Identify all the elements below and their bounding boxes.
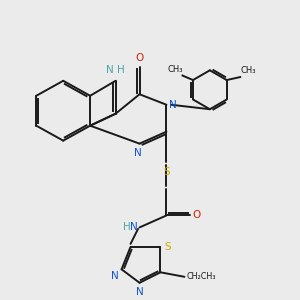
Text: S: S: [164, 242, 171, 252]
Text: N: N: [169, 100, 177, 110]
Text: N: N: [130, 222, 138, 233]
Text: CH₃: CH₃: [240, 66, 256, 75]
Text: N: N: [111, 271, 119, 281]
Text: H: H: [117, 65, 125, 75]
Text: N: N: [134, 148, 142, 158]
Text: S: S: [163, 167, 170, 177]
Text: N: N: [136, 287, 143, 297]
Text: N: N: [106, 65, 114, 75]
Text: H: H: [123, 222, 131, 233]
Text: O: O: [135, 53, 144, 63]
Text: O: O: [192, 211, 200, 220]
Text: CH₃: CH₃: [167, 65, 182, 74]
Text: CH₂CH₃: CH₂CH₃: [187, 272, 216, 281]
